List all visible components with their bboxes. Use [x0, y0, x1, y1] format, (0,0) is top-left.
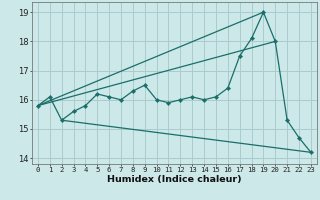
X-axis label: Humidex (Indice chaleur): Humidex (Indice chaleur)	[107, 175, 242, 184]
